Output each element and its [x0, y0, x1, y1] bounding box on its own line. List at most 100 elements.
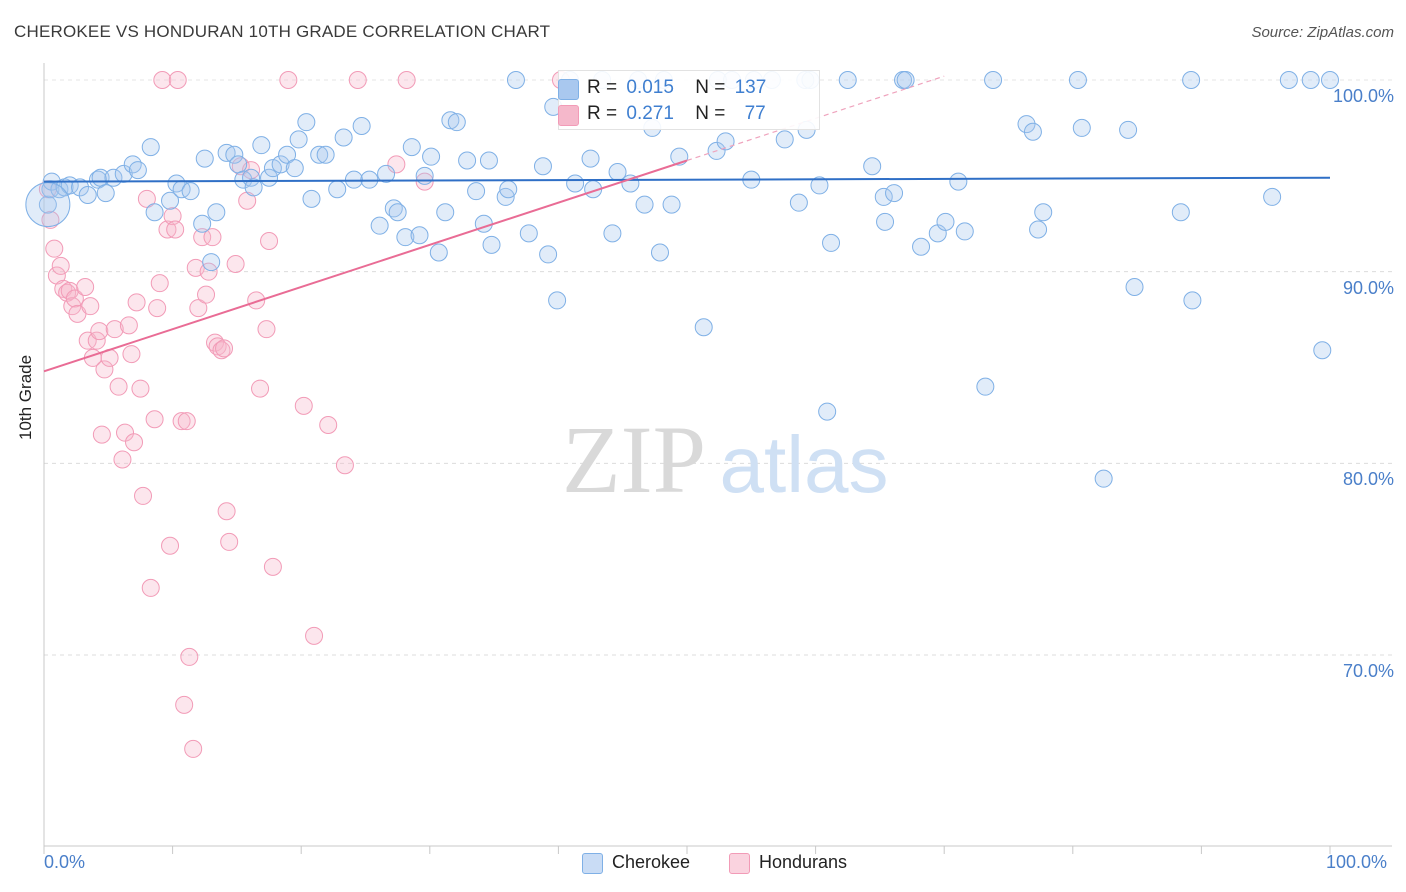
cherokee-point	[1068, 71, 1087, 89]
hondurans-point	[415, 172, 434, 191]
cherokee-point	[635, 195, 654, 214]
cherokee-point	[234, 170, 253, 189]
cherokee-point	[1263, 187, 1282, 206]
hondurans-point	[127, 293, 146, 312]
cherokee-point	[1171, 203, 1190, 222]
watermark-zip: ZIP	[562, 406, 706, 513]
hondurans-point	[92, 425, 111, 444]
hondurans-point	[257, 320, 276, 339]
hondurans-point	[168, 71, 187, 89]
cherokee-point	[429, 243, 448, 262]
cherokee-point	[519, 224, 538, 243]
cherokee-point	[1313, 341, 1332, 360]
cherokee-point	[936, 212, 955, 231]
hondurans-point	[153, 71, 172, 89]
cherokee-point	[396, 228, 415, 247]
hondurans-point	[76, 278, 95, 296]
cherokee-point	[955, 222, 974, 241]
hondurans-point	[180, 647, 199, 666]
legend-r-value: 0.015	[626, 77, 674, 98]
hondurans-point	[177, 412, 196, 431]
hondurans-point	[150, 274, 169, 293]
cherokee-point	[310, 145, 329, 164]
hondurans-point	[116, 423, 135, 442]
cherokee-point	[876, 212, 895, 231]
legend-row-cherokee: R = 0.015 N = 137	[558, 77, 767, 100]
cherokee-point	[775, 130, 794, 149]
cherokee-point	[96, 184, 115, 203]
cherokee-point	[161, 191, 180, 210]
cherokee-point	[1034, 203, 1053, 222]
hondurans-point	[105, 320, 124, 339]
cherokee-point	[650, 243, 669, 262]
y-tick-label: 100.0%	[1332, 86, 1394, 106]
cherokee-point	[566, 174, 585, 193]
hondurans-point	[141, 578, 160, 597]
cherokee-point	[548, 291, 567, 310]
legend-swatch-cherokee	[582, 853, 603, 874]
cherokee-point	[252, 136, 271, 155]
cherokee-point	[352, 117, 371, 135]
hondurans-point	[125, 433, 144, 452]
hondurans-point	[215, 339, 234, 358]
hondurans-point	[212, 341, 231, 360]
legend-label-cherokee: Cherokee	[612, 852, 691, 872]
hondurans-point	[90, 322, 109, 341]
legend-r-label: R =	[587, 77, 618, 98]
hondurans-point	[161, 536, 180, 555]
y-tick-label: 90.0%	[1342, 277, 1394, 298]
cherokee-point	[285, 159, 304, 178]
cherokee-point	[822, 233, 841, 252]
cherokee-point	[896, 71, 915, 89]
source-label: Source: ZipAtlas.com	[1251, 24, 1394, 41]
cherokee-point	[885, 184, 904, 203]
hondurans-point	[335, 456, 354, 475]
hondurans-point	[45, 239, 64, 258]
cherokee-point	[716, 132, 735, 151]
axes	[43, 63, 1392, 854]
x-tick-label-min: 0.0%	[44, 852, 86, 872]
cherokee-point	[195, 149, 214, 168]
cherokee-point	[818, 402, 837, 421]
cherokee-point	[244, 178, 263, 197]
cherokee-point	[949, 172, 968, 191]
hondurans-point	[231, 157, 250, 176]
legend-swatch-hondurans	[558, 105, 579, 126]
cherokee-point	[89, 170, 108, 189]
hondurans-point	[109, 377, 128, 396]
hondurans-point	[220, 532, 239, 551]
x-tick-label-max: 100.0%	[1326, 852, 1388, 872]
chart-title: CHEROKEE VS HONDURAN 10TH GRADE CORRELAT…	[14, 22, 551, 41]
hondurans-point	[305, 626, 324, 645]
hondurans-point	[131, 379, 150, 398]
cherokee-point	[499, 180, 518, 199]
cherokee-point	[662, 195, 681, 214]
y-tick-label: 80.0%	[1342, 469, 1394, 490]
y-axis-label: 10th Grade	[16, 354, 35, 440]
hondurans-point	[163, 207, 182, 226]
cherokee-point	[1183, 291, 1202, 310]
cherokee-point	[78, 186, 97, 204]
cherokee-point	[1094, 469, 1113, 488]
hondurans-point	[51, 256, 70, 275]
cherokee-point	[1182, 71, 1201, 89]
cherokee-point	[377, 164, 396, 183]
cherokee-point	[278, 145, 297, 164]
cherokee-point	[1017, 115, 1036, 134]
cherokee-point	[145, 203, 164, 222]
cherokee-point	[458, 151, 477, 170]
hondurans-point	[78, 331, 97, 350]
hondurans-point	[158, 220, 177, 239]
cherokee-point	[217, 143, 236, 162]
cherokee-point	[1125, 278, 1144, 296]
cherokee-point	[1029, 220, 1048, 239]
legend-n-value: 137	[734, 77, 767, 98]
cherokee-point	[874, 187, 893, 206]
stats-legend: R = 0.015 N = 137 R = 0.271 N = 77	[558, 70, 820, 130]
cherokee-point	[539, 245, 558, 264]
cherokee-point	[229, 155, 248, 174]
hondurans-point	[251, 379, 270, 398]
cherokee-point	[271, 155, 290, 174]
hondurans-point	[119, 316, 138, 335]
cherokee-point	[467, 182, 486, 201]
